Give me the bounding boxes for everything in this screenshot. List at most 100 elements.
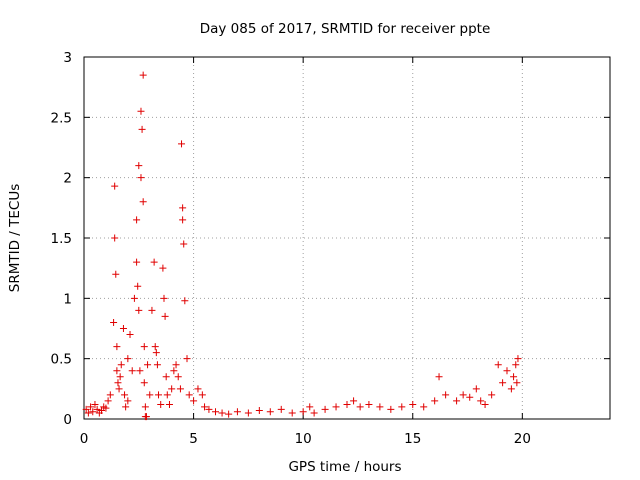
data-point xyxy=(179,204,187,212)
data-point xyxy=(212,408,219,416)
data-point xyxy=(170,367,178,375)
data-point xyxy=(233,408,241,416)
data-point xyxy=(176,385,184,393)
data-point xyxy=(494,361,502,369)
data-point xyxy=(205,405,213,413)
data-point xyxy=(84,409,92,417)
data-point xyxy=(142,413,150,421)
x-axis-label: GPS time / hours xyxy=(288,459,401,475)
grid-lines xyxy=(84,57,610,419)
data-point xyxy=(141,403,149,411)
x-tick-label: 15 xyxy=(404,431,421,447)
data-point xyxy=(122,403,130,411)
data-point xyxy=(255,407,263,415)
data-point xyxy=(117,361,125,369)
data-point xyxy=(466,393,474,401)
data-point xyxy=(499,379,507,387)
data-point xyxy=(82,405,90,413)
data-point xyxy=(442,391,450,399)
data-point xyxy=(102,404,110,412)
data-point xyxy=(111,182,119,190)
data-point xyxy=(510,373,518,381)
data-point xyxy=(288,409,296,417)
data-point xyxy=(134,282,142,290)
data-point xyxy=(409,401,417,409)
data-point xyxy=(181,297,189,305)
data-point xyxy=(135,306,143,314)
data-point xyxy=(150,258,158,266)
data-point xyxy=(376,403,384,411)
data-point xyxy=(139,71,147,79)
data-point xyxy=(472,385,480,393)
x-tick-label: 10 xyxy=(295,431,312,447)
data-point xyxy=(146,391,154,399)
x-tick-label: 5 xyxy=(189,431,198,447)
data-point xyxy=(148,306,156,314)
data-point xyxy=(435,373,443,381)
data-point xyxy=(157,401,165,409)
data-point xyxy=(144,361,152,369)
data-point xyxy=(111,234,119,242)
y-tick-label: 2 xyxy=(63,171,72,187)
data-point xyxy=(503,367,511,375)
data-point xyxy=(161,312,169,320)
data-point xyxy=(115,385,123,393)
data-point xyxy=(124,355,132,363)
data-point xyxy=(160,294,168,302)
data-point xyxy=(225,410,233,418)
data-point xyxy=(124,397,132,405)
data-point xyxy=(174,373,182,381)
data-point xyxy=(140,343,148,351)
data-point xyxy=(110,318,118,326)
y-tick-label: 3 xyxy=(63,50,72,66)
data-point xyxy=(126,331,134,339)
data-point xyxy=(365,401,373,409)
data-point xyxy=(138,125,146,133)
data-point xyxy=(244,409,252,417)
data-point xyxy=(135,162,143,170)
data-point xyxy=(130,294,138,302)
data-point xyxy=(165,401,173,409)
y-tick-label: 1.5 xyxy=(51,231,72,247)
data-point xyxy=(350,397,358,405)
y-tick-label: 1 xyxy=(63,291,72,307)
plot-frame xyxy=(83,56,611,420)
data-point xyxy=(137,174,145,182)
data-point xyxy=(481,401,489,409)
data-point xyxy=(179,216,187,224)
x-tick-label: 20 xyxy=(514,431,531,447)
chart-title: Day 085 of 2017, SRMTID for receiver ppt… xyxy=(200,21,491,37)
data-point xyxy=(277,405,285,413)
data-point xyxy=(488,391,496,399)
data-point xyxy=(106,391,114,399)
data-point xyxy=(112,270,120,278)
data-point xyxy=(168,385,176,393)
data-point xyxy=(178,140,186,148)
data-point xyxy=(201,403,209,411)
data-point xyxy=(136,367,144,375)
data-point xyxy=(140,379,148,387)
data-point xyxy=(163,391,171,399)
data-point xyxy=(299,408,307,416)
data-point xyxy=(114,379,122,387)
data-point xyxy=(113,343,121,351)
y-axis-label: SRMTID / TECUs xyxy=(7,184,23,292)
data-point xyxy=(116,373,124,381)
data-point xyxy=(198,391,206,399)
data-point xyxy=(218,409,226,417)
x-tick-label: 0 xyxy=(80,431,89,447)
data-point xyxy=(266,408,274,416)
data-point xyxy=(152,349,160,357)
data-point xyxy=(356,403,364,411)
data-point xyxy=(507,385,515,393)
data-point xyxy=(128,367,136,375)
data-point xyxy=(155,391,163,399)
data-point xyxy=(513,379,521,387)
data-point xyxy=(512,361,520,369)
data-point xyxy=(459,391,467,399)
data-point xyxy=(133,216,141,224)
data-point xyxy=(87,403,95,411)
y-tick-label: 2.5 xyxy=(51,110,72,126)
data-point xyxy=(343,401,351,409)
data-point xyxy=(514,355,522,363)
